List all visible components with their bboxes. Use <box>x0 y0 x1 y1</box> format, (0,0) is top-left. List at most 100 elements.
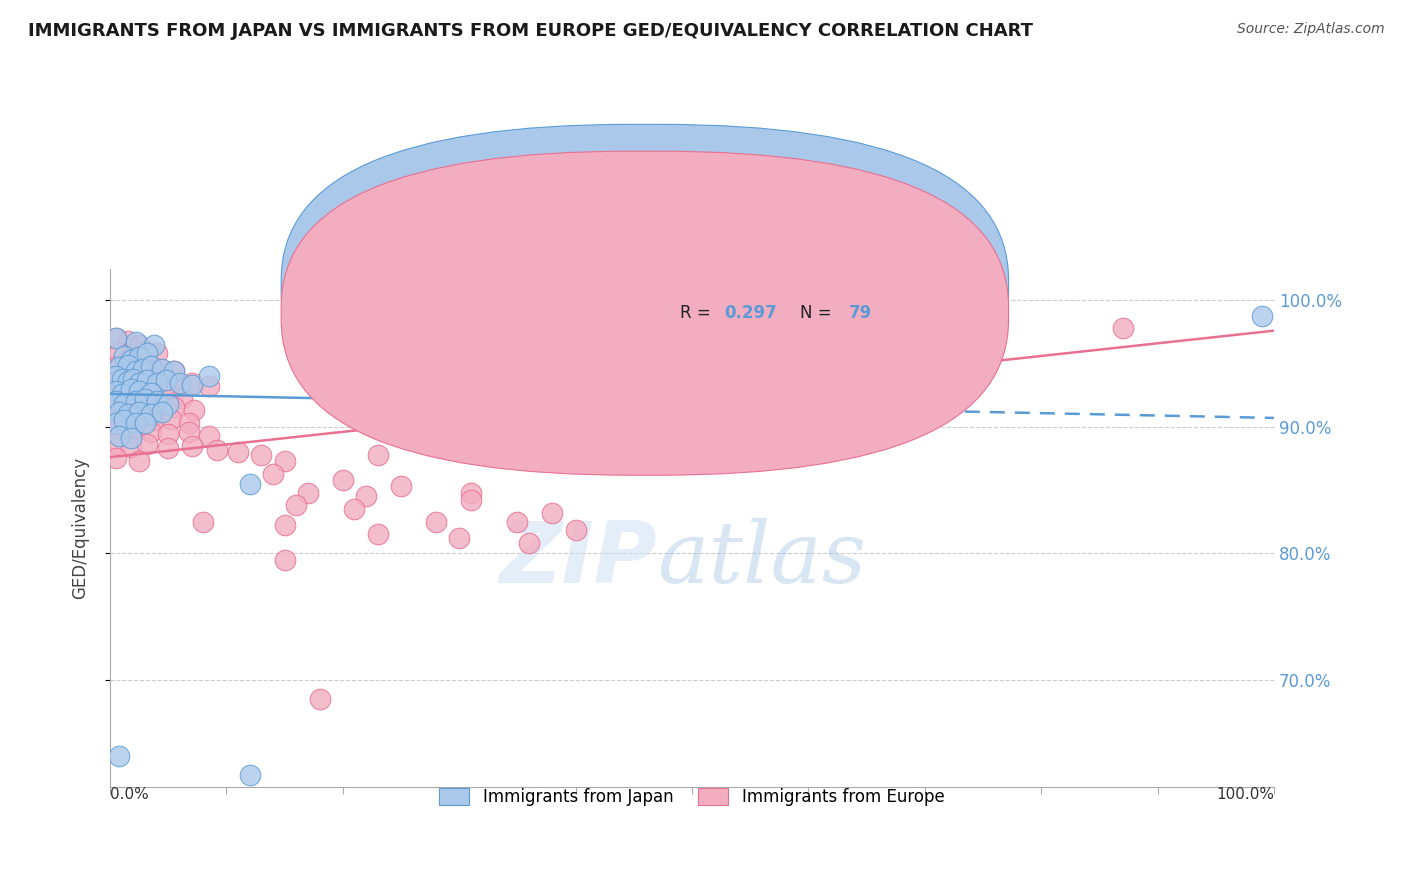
Point <box>172 391 194 405</box>
Point <box>273 454 295 468</box>
Point <box>104 451 127 466</box>
Point <box>120 382 142 396</box>
Point <box>180 378 202 392</box>
Point <box>506 515 529 529</box>
Point <box>115 361 138 376</box>
Point <box>134 343 156 358</box>
Point <box>180 376 202 390</box>
Point <box>541 506 564 520</box>
Point <box>155 387 177 401</box>
Point <box>169 376 191 390</box>
Point <box>117 387 139 401</box>
Point <box>343 502 366 516</box>
Point <box>250 448 273 462</box>
Point <box>139 425 162 439</box>
Point <box>273 552 295 566</box>
Point <box>332 473 354 487</box>
Point <box>122 426 145 441</box>
Point <box>623 343 645 358</box>
Point <box>733 343 755 358</box>
Point <box>112 397 135 411</box>
Point <box>138 376 160 390</box>
Point <box>117 374 139 388</box>
Point <box>118 374 141 388</box>
Point <box>145 346 167 360</box>
Point <box>111 372 134 386</box>
Point <box>152 361 174 376</box>
Point <box>128 384 150 399</box>
Point <box>124 359 146 373</box>
Text: -0.019: -0.019 <box>724 277 785 295</box>
Point <box>134 416 156 430</box>
Point <box>128 337 150 351</box>
Point <box>157 427 180 442</box>
Point <box>239 767 262 781</box>
Point <box>104 416 127 430</box>
Point <box>163 364 186 378</box>
Point <box>112 349 135 363</box>
Point <box>239 476 262 491</box>
Point <box>179 425 201 439</box>
Point <box>226 445 249 459</box>
Point <box>128 409 150 424</box>
Point <box>105 359 128 373</box>
Point <box>389 479 412 493</box>
Point <box>183 403 205 417</box>
Point <box>108 428 131 442</box>
Point <box>104 409 127 424</box>
Point <box>460 493 482 508</box>
Point <box>145 376 167 390</box>
Text: 48: 48 <box>849 277 872 295</box>
Point <box>104 369 127 384</box>
Point <box>198 428 221 442</box>
Point <box>163 364 186 378</box>
Point <box>198 379 221 393</box>
Point <box>124 334 146 349</box>
Point <box>155 373 177 387</box>
Text: R =: R = <box>681 277 717 295</box>
Text: 0.297: 0.297 <box>724 304 778 322</box>
Point <box>205 442 228 457</box>
Point <box>104 331 127 345</box>
Point <box>273 518 295 533</box>
Text: N =: N = <box>800 304 837 322</box>
Point <box>157 397 180 411</box>
Point <box>139 359 162 373</box>
Point <box>124 416 146 430</box>
Point <box>120 352 142 367</box>
Point <box>143 337 166 351</box>
Point <box>131 397 153 411</box>
Point <box>108 748 131 763</box>
Point <box>193 515 215 529</box>
Text: 100.0%: 100.0% <box>1216 787 1274 802</box>
Text: atlas: atlas <box>657 517 866 600</box>
Point <box>308 691 330 706</box>
Point <box>143 413 166 427</box>
Point <box>120 400 142 414</box>
Point <box>124 364 146 378</box>
Point <box>517 536 540 550</box>
Point <box>108 422 131 436</box>
Point <box>128 454 150 468</box>
Point <box>166 378 188 392</box>
Point <box>152 374 174 388</box>
Point <box>139 407 162 421</box>
Point <box>104 384 127 399</box>
Point <box>449 531 471 545</box>
Point <box>553 350 575 364</box>
FancyBboxPatch shape <box>610 266 931 331</box>
Point <box>139 388 162 402</box>
Point <box>127 372 149 386</box>
Point <box>145 401 167 415</box>
Point <box>104 437 127 451</box>
Text: 79: 79 <box>849 304 872 322</box>
Point <box>128 376 150 390</box>
Point <box>136 363 159 377</box>
Point <box>163 400 186 414</box>
Text: IMMIGRANTS FROM JAPAN VS IMMIGRANTS FROM EUROPE GED/EQUIVALENCY CORRELATION CHAR: IMMIGRANTS FROM JAPAN VS IMMIGRANTS FROM… <box>28 22 1033 40</box>
Point <box>198 369 221 384</box>
Text: 0.0%: 0.0% <box>110 787 149 802</box>
Point <box>108 404 131 418</box>
Point <box>108 360 131 375</box>
Point <box>159 412 181 426</box>
